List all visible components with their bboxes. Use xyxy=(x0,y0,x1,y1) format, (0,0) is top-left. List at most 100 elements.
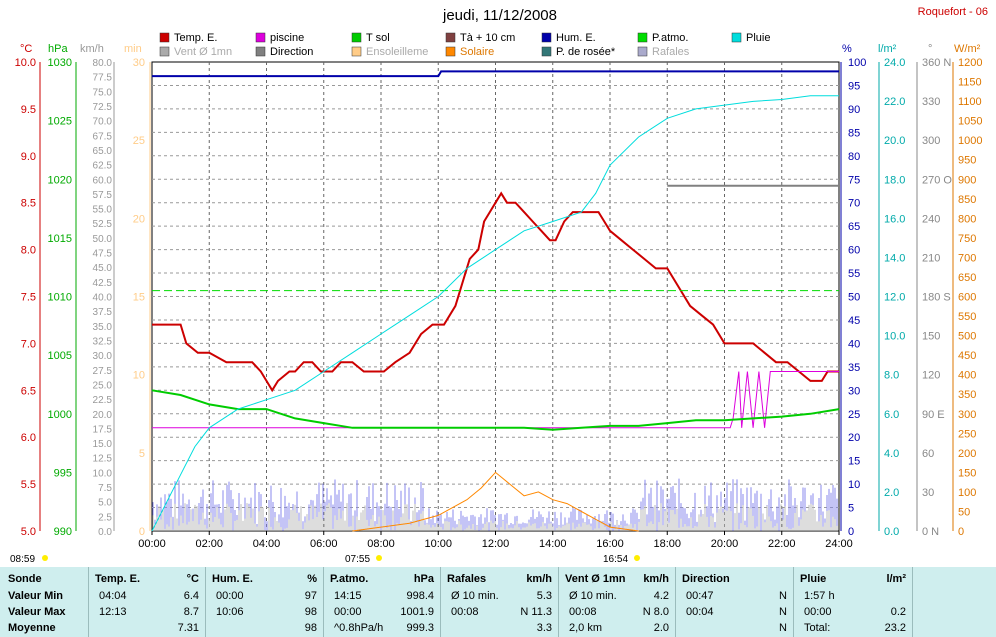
hum-row-time: 00:00 xyxy=(216,590,244,602)
minutes-tick-label: 30 xyxy=(133,57,145,69)
solar-tick-label: 800 xyxy=(958,213,976,225)
wind-tick-label: 52.5 xyxy=(93,219,113,230)
wind-row-time: Ø 10 min. xyxy=(569,590,617,602)
solar-tick-label: 1150 xyxy=(958,77,982,89)
chart-title: jeudi, 11/12/2008 xyxy=(442,7,557,24)
x-tick-label: 04:00 xyxy=(253,538,281,550)
rain-tick-label: 8.0 xyxy=(884,370,899,382)
legend-swatch xyxy=(445,46,456,57)
hum-tick-label: 35 xyxy=(848,362,860,374)
axes: 10.09.59.08.58.07.57.06.56.05.55.0103010… xyxy=(15,57,983,538)
press-header: P.atmo. xyxy=(330,573,369,585)
dir-row-value: N xyxy=(779,590,787,602)
x-tick-label: 10:00 xyxy=(424,538,452,550)
x-tick-label: 24:00 xyxy=(825,538,853,550)
hum-tick-label: 10 xyxy=(848,479,860,491)
gust-row-time: 00:08 xyxy=(451,606,479,618)
solar-tick-label: 1000 xyxy=(958,135,982,147)
solar-tick-label: 900 xyxy=(958,174,976,186)
press-row-value: 1001.9 xyxy=(400,606,434,618)
wind-tick-label: 2.5 xyxy=(98,512,112,523)
legend-label: Direction xyxy=(270,46,313,58)
dir-row-time: 00:47 xyxy=(686,590,714,602)
dir-tick-label: 30 xyxy=(922,487,934,499)
gust-unit: km/h xyxy=(526,573,552,585)
press-row-time: 14:15 xyxy=(334,590,362,602)
solar-tick-label: 450 xyxy=(958,350,976,362)
temp-tick-label: 8.5 xyxy=(21,198,36,210)
dir-tick-label: 180 S xyxy=(922,292,951,304)
temp-header: Temp. E. xyxy=(95,573,141,585)
wind-tick-label: 17.5 xyxy=(93,424,113,435)
temp-row-value: 6.4 xyxy=(183,590,199,602)
dir-tick-label: 0 N xyxy=(922,526,939,538)
x-tick-label: 02:00 xyxy=(195,538,223,550)
stats-table: Sonde Valeur Min Valeur Max Moyenne Temp… xyxy=(0,567,996,637)
rain-tick-label: 24.0 xyxy=(884,57,905,69)
wind-tick-label: 32.5 xyxy=(93,336,113,347)
rain-header: Pluie xyxy=(800,573,827,585)
rain-tick-label: 4.0 xyxy=(884,448,899,460)
solar-tick-label: 1050 xyxy=(958,116,982,128)
legend-swatch xyxy=(637,46,648,57)
temp-unit: °C xyxy=(186,573,199,585)
hum-tick-label: 60 xyxy=(848,245,860,257)
wind-tick-label: 0.0 xyxy=(98,527,112,538)
stats-dir: Direction 00:47 N 00:04 N N xyxy=(676,567,794,637)
minutes-tick-label: 10 xyxy=(133,370,145,382)
minutes-tick-label: 5 xyxy=(139,448,145,460)
wind-tick-label: 25.0 xyxy=(93,380,113,391)
hum-tick-label: 100 xyxy=(848,57,866,69)
dir-row-value: N xyxy=(779,606,787,618)
wind-row-value: 4.2 xyxy=(653,590,669,602)
wind-tick-label: 72.5 xyxy=(93,102,113,113)
unit-rain: l/m² xyxy=(878,43,897,55)
rain-row-time: 00:00 xyxy=(804,606,832,618)
solar-tick-label: 500 xyxy=(958,331,976,343)
sun-times: 08:59 07:55 16:54 xyxy=(10,554,640,565)
rain-tick-label: 20.0 xyxy=(884,135,905,147)
x-axis: 00:00 02:00 04:00 06:00 08:00 10:00 12:00 14:00… xyxy=(138,531,853,550)
solar-tick-label: 100 xyxy=(958,487,976,499)
dir-tick-label: 90 E xyxy=(922,409,945,421)
press-tick-label: 1030 xyxy=(48,57,72,69)
wind-tick-label: 30.0 xyxy=(93,351,113,362)
solar-tick-label: 600 xyxy=(958,292,976,304)
wind-tick-label: 15.0 xyxy=(93,439,113,450)
unit-dir: ° xyxy=(928,43,932,55)
sunrise-time: 07:55 xyxy=(345,554,370,565)
legend-swatch xyxy=(541,46,552,57)
stats-sonde: Sonde Valeur Min Valeur Max Moyenne xyxy=(0,567,89,637)
row-min-label: Valeur Min xyxy=(8,590,64,602)
solar-tick-label: 300 xyxy=(958,409,976,421)
temp-row-value: 7.31 xyxy=(177,622,199,634)
hum-tick-label: 5 xyxy=(848,503,854,515)
hum-tick-label: 85 xyxy=(848,127,860,139)
dir-header: Direction xyxy=(682,573,730,585)
rain-row-value: 23.2 xyxy=(884,622,906,634)
x-tick-label: 00:00 xyxy=(138,538,166,550)
hum-tick-label: 30 xyxy=(848,385,860,397)
solar-tick-label: 1100 xyxy=(958,96,982,108)
wind-bars xyxy=(152,478,838,531)
wind-tick-label: 12.5 xyxy=(93,454,113,465)
dir-tick-label: 210 xyxy=(922,252,940,264)
solar-tick-label: 50 xyxy=(958,506,970,518)
wind-tick-label: 45.0 xyxy=(93,263,113,274)
solar-tick-label: 150 xyxy=(958,467,976,479)
hum-tick-label: 45 xyxy=(848,315,860,327)
minutes-tick-label: 20 xyxy=(133,213,145,225)
row-max-label: Valeur Max xyxy=(8,606,66,618)
press-row-time: 00:00 xyxy=(334,606,362,618)
solar-tick-label: 400 xyxy=(958,370,976,382)
temp-tick-label: 5.5 xyxy=(21,479,36,491)
hum-tick-label: 80 xyxy=(848,151,860,163)
wind-tick-label: 65.0 xyxy=(93,146,113,157)
grid xyxy=(152,62,839,531)
x-tick-label: 18:00 xyxy=(653,538,681,550)
legend-swatch xyxy=(731,32,742,43)
dir-tick-label: 270 O xyxy=(922,174,952,186)
temp-tick-label: 7.0 xyxy=(21,338,36,350)
unit-hum: % xyxy=(842,43,852,55)
solar-tick-label: 850 xyxy=(958,194,976,206)
